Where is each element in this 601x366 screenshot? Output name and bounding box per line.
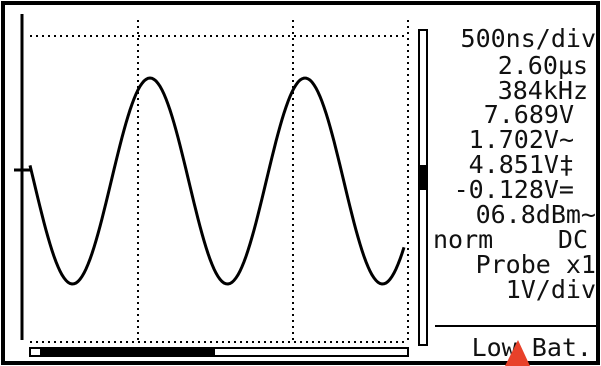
memory-window [40, 348, 215, 356]
volts-per-div: 1V/div [506, 275, 596, 304]
status: Low Bat. [472, 333, 592, 362]
timebase: 500ns/div [461, 24, 596, 53]
level-indicator [419, 165, 427, 190]
scope-screen: 500ns/div 2.60µs 384kHz 7.689V 1.702V~ 4… [0, 0, 601, 366]
